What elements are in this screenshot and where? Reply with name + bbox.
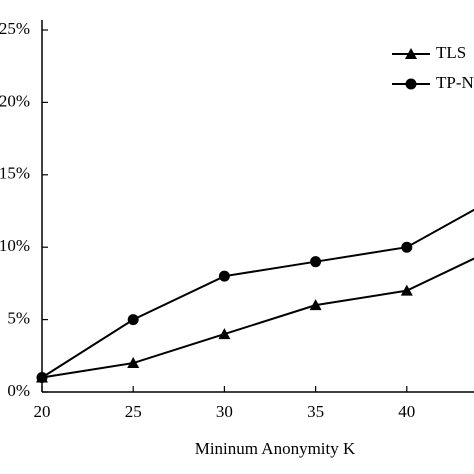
- marker: [36, 372, 48, 384]
- y-tick-label: 5%: [7, 309, 30, 328]
- x-tick-label: 30: [216, 402, 233, 421]
- legend-marker: [405, 48, 417, 59]
- marker: [309, 299, 322, 311]
- line: [41, 208, 474, 379]
- marker: [401, 241, 413, 253]
- line: [41, 257, 474, 379]
- marker: [218, 328, 231, 340]
- y-tick-label: 0%: [7, 381, 30, 400]
- y-tick-label: 20%: [0, 91, 30, 110]
- x-tick-label: 25: [125, 402, 142, 421]
- x-tick-label: 20: [34, 402, 51, 421]
- x-tick-label: 40: [398, 402, 415, 421]
- marker: [127, 314, 139, 326]
- marker: [310, 256, 322, 268]
- x-tick-label: 35: [307, 402, 324, 421]
- y-tick-label: 15%: [0, 164, 30, 183]
- marker: [218, 270, 230, 282]
- legend-label: TP-N: [436, 73, 474, 92]
- y-tick-label: 10%: [0, 236, 30, 255]
- x-axis-label: Mininum Anonymity K: [195, 439, 356, 458]
- legend-label: TLS: [436, 43, 466, 62]
- legend-marker: [405, 78, 417, 90]
- y-tick-label: 25%: [0, 19, 30, 38]
- marker: [127, 357, 140, 369]
- marker: [400, 284, 413, 296]
